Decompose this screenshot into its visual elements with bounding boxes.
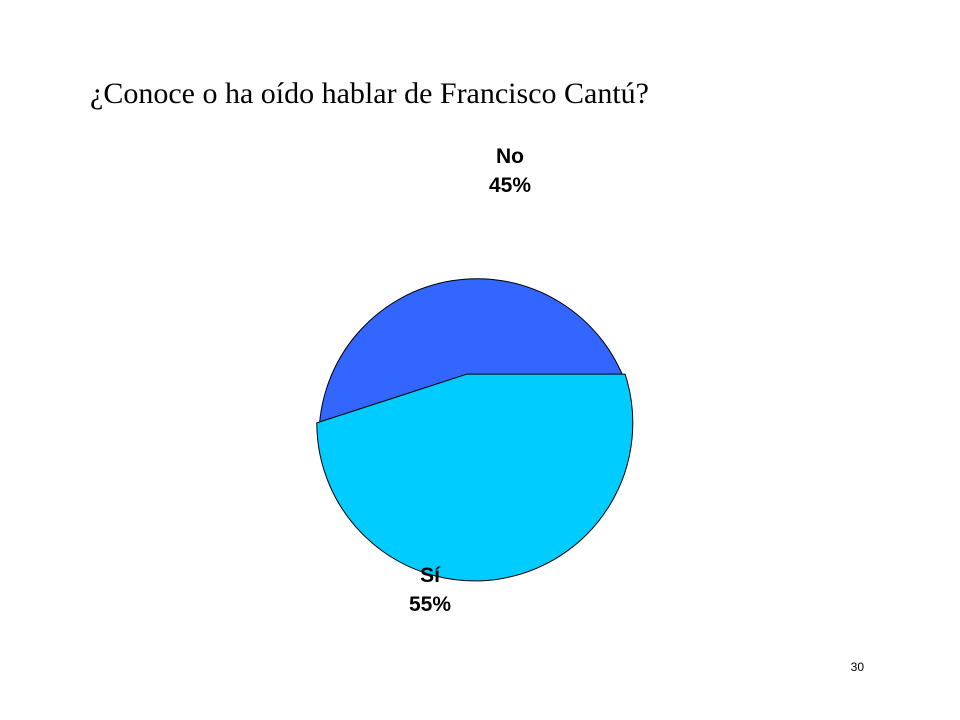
slice-label-no: No xyxy=(496,145,524,168)
page-number: 30 xyxy=(850,660,864,674)
slice-value-no: 45% xyxy=(489,174,531,197)
slice-label-si: Sí xyxy=(420,564,441,587)
pie-slices xyxy=(316,278,634,582)
slide-title: ¿Conoce o ha oído hablar de Francisco Ca… xyxy=(90,77,649,110)
pie-labels: No 45% Sí 55% xyxy=(409,145,531,616)
pie-slice-si xyxy=(316,373,634,582)
slice-value-si: 55% xyxy=(409,593,451,616)
